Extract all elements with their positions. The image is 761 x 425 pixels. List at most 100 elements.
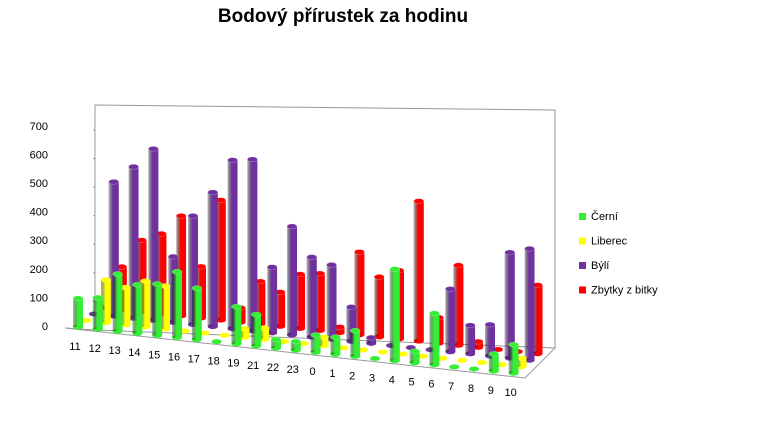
bar-top	[72, 295, 84, 302]
x-tick-label: 0	[310, 366, 316, 378]
bar-body	[354, 251, 365, 335]
bar	[456, 357, 468, 364]
bar	[132, 281, 143, 336]
x-tick-label: 1	[329, 368, 335, 380]
bar-body	[330, 337, 341, 355]
x-tick-label: 23	[287, 364, 299, 376]
bar	[326, 262, 337, 342]
legend-swatch	[579, 286, 586, 294]
y-tick-label: 400	[30, 207, 48, 219]
bar	[247, 156, 258, 334]
y-tick-label: 600	[30, 149, 48, 161]
x-tick-label: 11	[69, 341, 80, 353]
bar-body	[453, 265, 464, 346]
bar	[492, 346, 504, 353]
bar-body	[488, 353, 499, 372]
bar	[334, 324, 345, 336]
bar	[294, 271, 306, 331]
bar-body	[140, 281, 151, 327]
bar	[417, 353, 428, 359]
bar	[429, 310, 440, 368]
bar-top	[373, 274, 385, 280]
bar-body	[160, 286, 171, 329]
bar	[532, 282, 543, 357]
bar-body	[346, 307, 357, 342]
bar	[472, 338, 484, 350]
chart-title: Bodový přírustek za hodinu	[218, 6, 468, 27]
bar-top	[476, 359, 488, 366]
bar-top	[171, 269, 183, 275]
bar-body	[100, 279, 111, 323]
bar-body	[152, 283, 163, 336]
x-tick-label: 21	[247, 360, 259, 372]
bar	[338, 345, 349, 351]
bar-top	[365, 334, 377, 341]
bar	[369, 355, 381, 362]
bar	[397, 351, 409, 357]
bar-body	[172, 271, 182, 338]
bar-body	[485, 324, 495, 356]
bar-body	[136, 240, 147, 312]
bar-body	[231, 306, 242, 344]
bar-top	[270, 336, 282, 343]
bar-top	[456, 357, 468, 364]
bar	[373, 274, 385, 340]
bar-top	[231, 303, 242, 310]
bar	[318, 334, 329, 349]
bar-top	[211, 338, 222, 345]
bar	[266, 264, 278, 336]
bar	[330, 334, 341, 357]
bar-top	[330, 334, 341, 340]
bar-top	[508, 341, 519, 348]
bar-body	[504, 252, 515, 359]
legend-label: Zbytky z bitky	[591, 284, 658, 296]
y-tick-label: 300	[30, 235, 48, 247]
bar	[405, 344, 417, 351]
bar-top	[484, 321, 496, 328]
bar	[437, 355, 448, 362]
y-tick-label: 0	[42, 321, 48, 333]
bar-top	[310, 332, 321, 338]
bar-top	[100, 276, 112, 283]
bar-top	[151, 281, 163, 287]
bar-top	[464, 322, 476, 329]
bar-top	[247, 156, 258, 163]
bar	[239, 325, 250, 340]
bar-top	[346, 304, 357, 310]
bar	[270, 336, 282, 351]
bar	[159, 283, 171, 332]
bar-top	[92, 294, 104, 301]
bar-top	[326, 262, 337, 268]
x-tick-label: 17	[188, 354, 200, 366]
bar-body	[445, 288, 456, 352]
bar-body	[73, 298, 83, 327]
bar-body	[532, 285, 543, 354]
bar	[258, 325, 270, 342]
bar-body	[275, 292, 286, 327]
bar-body	[326, 264, 337, 340]
bar-top	[306, 254, 318, 260]
bar	[231, 303, 242, 347]
bar	[199, 330, 211, 336]
bar-top	[266, 264, 278, 270]
bar-body	[271, 339, 281, 348]
bar-top	[191, 285, 203, 291]
y-tick-label: 500	[30, 178, 48, 190]
x-tick-label: 18	[207, 356, 219, 368]
bar	[310, 332, 321, 355]
bar	[413, 198, 425, 344]
bar-body	[508, 344, 519, 374]
bar-body	[112, 274, 123, 332]
bar-body	[120, 287, 131, 325]
x-tick-label: 7	[448, 381, 454, 393]
legend-label: Býlí	[591, 260, 609, 272]
bar-body	[259, 327, 270, 340]
x-tick-label: 8	[468, 383, 474, 395]
bar-body	[287, 226, 297, 335]
x-tick-label: 16	[168, 351, 180, 363]
bar	[191, 285, 203, 343]
legend-label: Liberec	[591, 235, 628, 247]
x-tick-label: 4	[389, 375, 395, 387]
legend-label: Černí	[591, 210, 618, 223]
bar-body	[267, 267, 278, 333]
